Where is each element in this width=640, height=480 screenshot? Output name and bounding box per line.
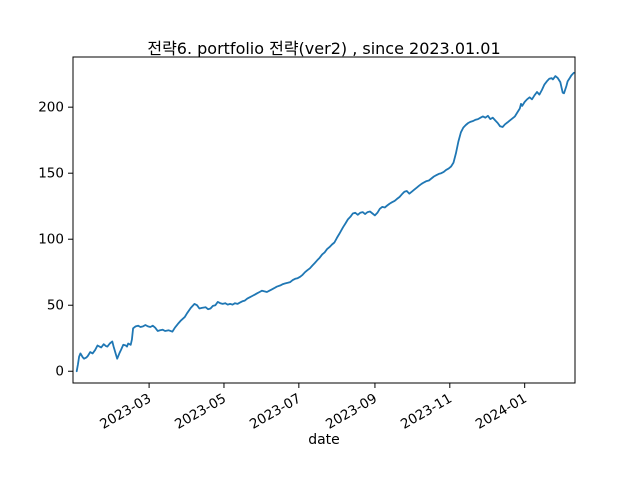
- chart-title: 전략6. portfolio 전략(ver2) , since 2023.01.…: [147, 39, 501, 58]
- x-axis-label: date: [308, 432, 340, 448]
- x-tick-label: 2023-09: [323, 391, 380, 433]
- x-tick-label: 2023-07: [247, 391, 304, 433]
- x-tick-label: 2023-03: [97, 391, 154, 433]
- y-tick-label: 50: [47, 298, 64, 314]
- y-tick-label: 100: [38, 232, 64, 248]
- series-line: [75, 71, 575, 373]
- x-tick-label: 2023-05: [172, 391, 229, 433]
- y-tick-label: 200: [38, 100, 64, 116]
- y-tick-label: 150: [38, 166, 64, 182]
- y-tick-label: 0: [55, 364, 64, 380]
- plot-border: [72, 56, 576, 384]
- x-tick-label: 2024-01: [473, 391, 530, 433]
- x-tick-label: 2023-11: [398, 391, 455, 433]
